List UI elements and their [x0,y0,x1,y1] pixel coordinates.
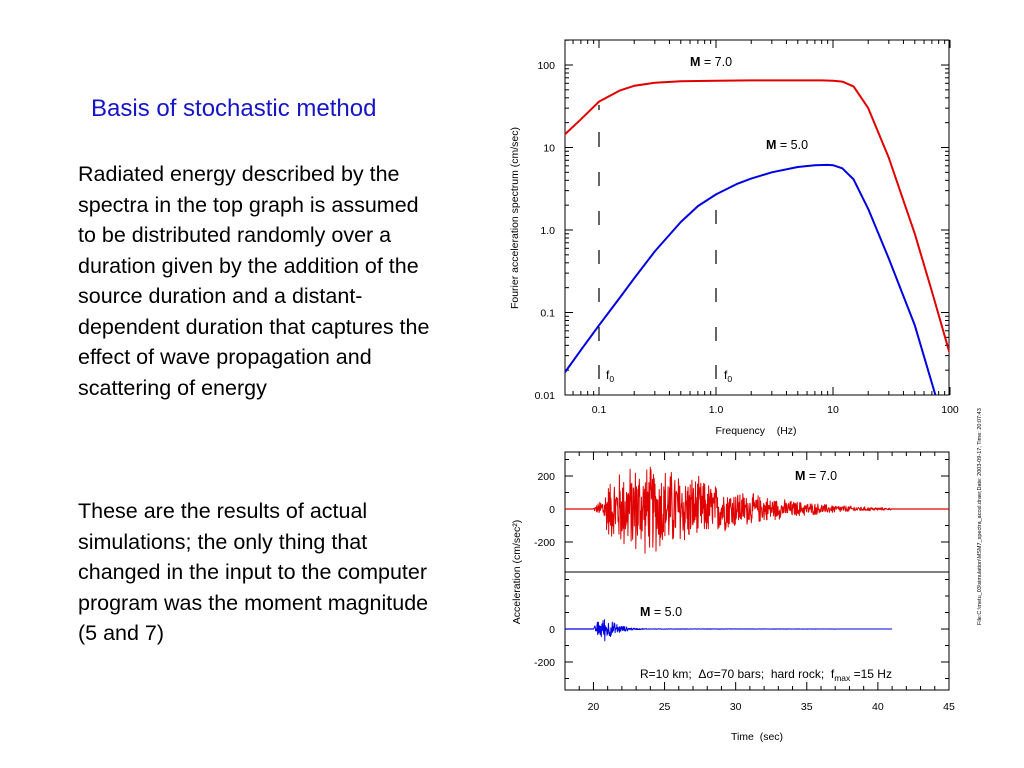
m5-trace-label: M = 5.0 [640,605,682,619]
spectrum-y-tick-label: 10 [543,143,555,155]
spectrum-plot-frame [564,39,950,396]
m5-spectrum-label: M = 5.0 [766,138,808,152]
spectrum-y-tick-label: 0.01 [535,390,556,402]
spectrum-chart: 0.1 1.0 10 100 0.01 0.1 1.0 10 100 Fourier acce… [509,39,959,437]
acceleration-y-axis-label: Acceleration (cm/sec²) [511,520,523,624]
description-paragraph: Radiated energy described by the spectra… [78,162,430,400]
acceleration-plot-frame [564,451,950,691]
simulation-parameters-note: R=10 km; Δσ=70 bars; hard rock; fmax =15… [640,667,892,683]
m7-trace-label: M = 7.0 [795,469,837,483]
slide-title: Basis of stochastic method [91,95,377,122]
time-x-tick-label: 25 [659,701,671,713]
spectrum-y-ticks: 0.01 0.1 1.0 10 100 [535,39,949,402]
spectrum-line-m5 [565,163,937,395]
m7-trace-group [565,466,949,554]
spectrum-series [565,79,949,395]
time-x-tick-label: 45 [943,701,955,713]
acceleration-y-tick-label: 0 [549,504,555,516]
time-x-tick-label: 20 [588,701,600,713]
m7-acceleration-trace [593,466,893,554]
acceleration-chart: 20 25 30 35 40 45 200 0 -200 0 -200 Acceleration … [511,451,955,743]
m5-trace-group [565,619,893,642]
spectrum-x-tick-label: 10 [827,404,839,416]
spectrum-x-tick-label: 0.1 [592,404,607,416]
spectrum-line-m7 [565,79,949,355]
spectrum-x-ticks: 0.1 1.0 10 100 [572,40,959,416]
acceleration-y-tick-label: -200 [534,537,555,549]
spectrum-y-axis-label: Fourier acceleration spectrum (cm/sec) [509,127,521,309]
m7-spectrum-label: M = 7.0 [690,55,732,69]
time-x-axis-label: Time (sec) [731,731,783,743]
results-paragraph: These are the results of actual simulati… [78,499,429,645]
time-x-tick-label: 30 [730,701,742,713]
time-x-tick-label: 40 [872,701,884,713]
acceleration-y-tick-label: 200 [537,471,555,483]
spectrum-x-tick-label: 100 [941,404,959,416]
f0-label-m5: f0 [724,368,732,384]
spectrum-y-tick-label: 100 [537,60,555,72]
corner-frequency-markers [598,105,717,379]
spectrum-y-tick-label: 1.0 [540,225,555,237]
acceleration-y-tick-label: 0 [549,624,555,636]
spectrum-x-axis-label: Frequency (Hz) [715,425,796,437]
acceleration-y-ticks: 200 0 -200 0 -200 [534,459,949,679]
time-x-ticks: 20 25 30 35 40 45 [578,452,955,713]
m5-acceleration-trace [592,619,893,642]
spectrum-y-tick-label: 0.1 [540,308,555,320]
acceleration-y-tick-label: -200 [534,657,555,669]
f0-label-m7: f0 [606,368,614,384]
spectrum-x-tick-label: 1.0 [709,404,724,416]
time-x-tick-label: 35 [801,701,813,713]
file-path-note: File:C:\metu_03\simulation\MSM7_spectra_… [977,408,983,625]
